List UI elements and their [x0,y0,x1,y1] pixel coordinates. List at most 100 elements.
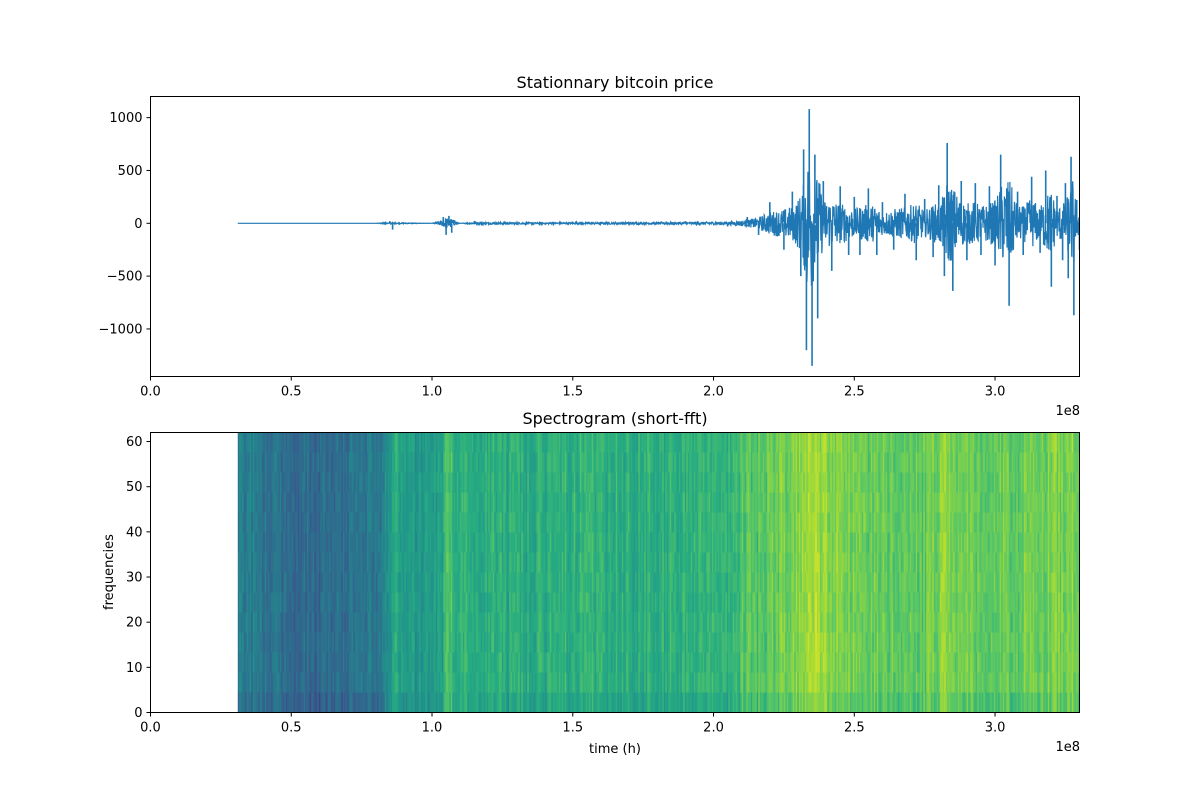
spectrogram-cell [285,592,288,613]
spectrogram-cell [479,612,482,633]
spectrogram-cell [608,512,611,533]
spectrogram-cell [609,592,612,613]
spectrogram-cell [503,532,506,553]
price-chart: Stationnary bitcoin price 0.0 0.5 1.0 1.5 2.… [99,73,1080,419]
spectrogram-cell [714,472,717,493]
spectrogram-cell [285,652,288,673]
spectrogram-cell [363,452,366,473]
spectrogram-cell [605,472,608,493]
spectrogram-cell [254,652,257,673]
spectrogram-cell [335,432,338,453]
spectrogram-cell [623,632,626,653]
spectrogram-cell [440,512,443,533]
spectrogram-cell [249,512,252,533]
spectrogram-cell [351,632,354,653]
spectrogram-cell [264,432,267,453]
spectrogram-cell [272,612,275,633]
spectrogram-cell [578,452,581,473]
spectrogram-cell [545,612,548,633]
spectrogram-cell [644,512,647,533]
spectrogram-cell [441,612,444,633]
spectrogram-cell [557,492,560,513]
spectrogram-cell [299,532,302,553]
spectrogram-cell [677,472,680,493]
spectrogram-cell [344,512,347,533]
spectrogram-cell [414,572,417,593]
spectrogram-cell [335,512,338,533]
spectrogram-cell [585,572,588,593]
spectrogram-cell [624,592,627,613]
spectrogram-cell [557,692,560,713]
spectrogram-cell [335,492,338,513]
spectrogram-cell [635,592,638,613]
spectrogram-cell [659,672,662,693]
spectrogram-cell [480,652,483,673]
spectrogram-cell [501,472,504,493]
spectrogram-cell [543,592,546,613]
spectrogram-cell [435,472,438,493]
spectrogram-cell [489,432,492,453]
spectrogram-cell [305,452,308,473]
spectrogram-cell [603,592,606,613]
spectrogram-cell [629,552,632,573]
spectrogram-cell [351,472,354,493]
spectrogram-cell [422,692,425,713]
spectrogram-cell [755,532,758,553]
spectrogram-cell [636,492,639,513]
spectrogram-cell [512,452,515,473]
price-chart-frame [150,96,1080,377]
spectrogram-cell [587,692,590,713]
spectrogram-cell [278,612,281,633]
spectrogram-cell [404,552,407,573]
spectrogram-cell [495,692,498,713]
spectrogram-cell [561,472,564,493]
spectrogram-cell [758,592,761,613]
spectrogram-cell [393,512,396,533]
spectrogram-cell [438,612,441,633]
spectrogram-cell [575,632,578,653]
spectrogram-cell [609,532,612,553]
spectrogram-cell [395,532,398,553]
spectrogram-cell [507,492,510,513]
spectrogram-cell [611,432,614,453]
spectrogram-cell [614,432,617,453]
spectrogram-cell [572,492,575,513]
spectrogram-cell [404,592,407,613]
spectrogram-cell [498,492,501,513]
spectrogram-cell [657,452,660,473]
spectrogram-cell [396,592,399,613]
spectrogram-cell [333,472,336,493]
spectrogram-cell [407,532,410,553]
spectrogram-cell [738,512,741,533]
spectrogram-cell [491,552,494,573]
spectrogram-cell [713,512,716,533]
spectrogram-cell [731,552,734,573]
spectrogram-cell [759,632,762,653]
spectrogram-cell [600,492,603,513]
spectrogram-cell [536,452,539,473]
spectrogram-cell [570,612,573,633]
spectrogram-cell [605,632,608,653]
spectrogram-cell [645,672,648,693]
spectrogram-cell [701,472,704,493]
spectrogram-cell [552,552,555,573]
spectrogram-cell [765,612,768,633]
spectrogram-cell [735,532,738,553]
spectrogram-cell [473,672,476,693]
spectrogram-cell [387,532,390,553]
spectrogram-cell [474,572,477,593]
spectrogram-cell [242,492,245,513]
spectrogram-cell [260,472,263,493]
spectrogram-cell [705,552,708,573]
spectrogram-cell [642,492,645,513]
spectrogram-cell [506,592,509,613]
spectrogram-cell [716,532,719,553]
spectrogram-cell [659,652,662,673]
spectrogram-cell [588,452,591,473]
spectrogram-cell [648,472,651,493]
spectrogram-cell [672,592,675,613]
spectrogram-cell [648,512,651,533]
spectrogram-cell [750,652,753,673]
spectrogram-cell [476,472,479,493]
